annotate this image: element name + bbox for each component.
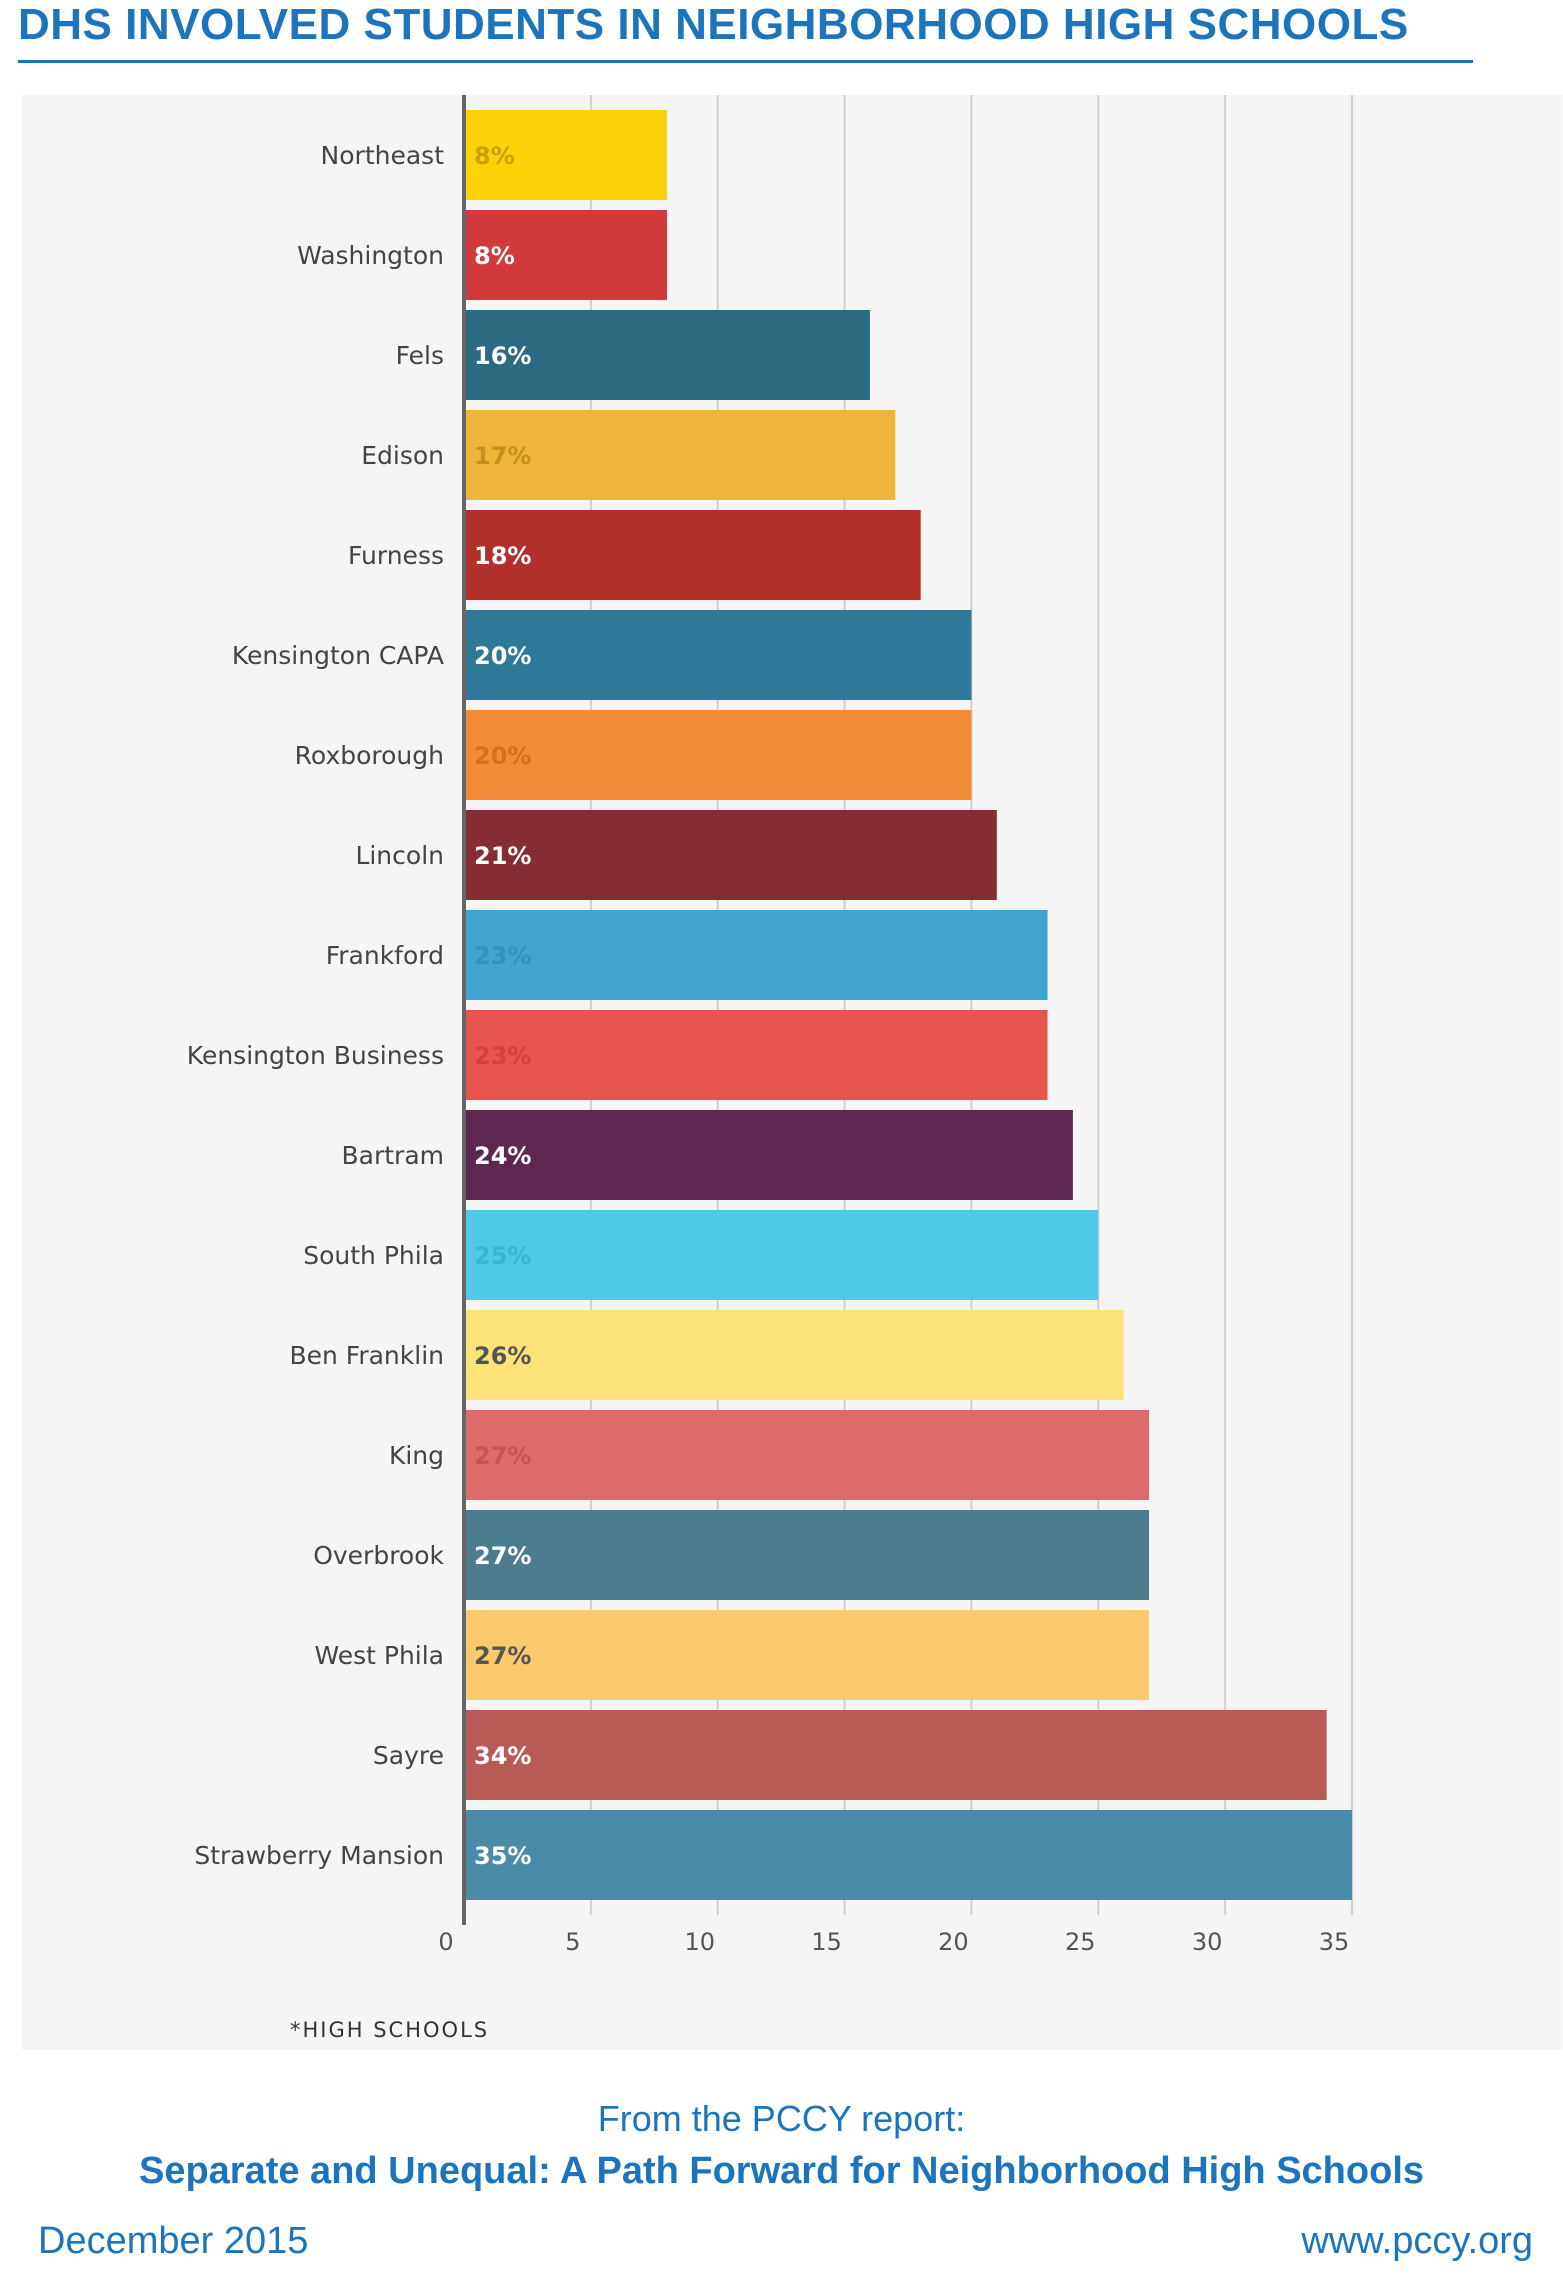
category-label: Frankford (326, 941, 444, 970)
category-label: Overbrook (313, 1541, 444, 1570)
category-label: Furness (348, 541, 444, 570)
bar-edison (464, 410, 896, 500)
bar-roxborough (464, 710, 972, 800)
bar-ben-franklin (464, 1310, 1124, 1400)
report-intro: From the PCCY report: (597, 2098, 966, 2139)
category-label: Ben Franklin (289, 1341, 444, 1370)
data-label: 21% (474, 842, 531, 870)
data-label: 20% (474, 742, 531, 770)
page-title: DHS INVOLVED STUDENTS IN NEIGHBORHOOD HI… (18, 0, 1409, 49)
data-label: 17% (474, 442, 531, 470)
x-tick-label: 20 (938, 1928, 969, 1956)
x-tick-label: 35 (1319, 1928, 1350, 1956)
chart-footnote: *HIGH SCHOOLS (290, 2018, 490, 2042)
bar-overbrook (464, 1510, 1150, 1600)
data-label: 8% (474, 242, 515, 270)
category-label: Washington (297, 241, 444, 270)
data-label: 25% (474, 1242, 531, 1270)
report-date: December 2015 (38, 2220, 309, 2262)
bar-strawberry-mansion (464, 1810, 1352, 1900)
bar-bartram (464, 1110, 1073, 1200)
x-tick-label: 25 (1065, 1928, 1096, 1956)
data-label: 27% (474, 1542, 531, 1570)
bar-south-phila (464, 1210, 1099, 1300)
data-label: 35% (474, 1842, 531, 1870)
title-underline (18, 60, 1473, 63)
category-label: Fels (396, 341, 444, 370)
data-label: 27% (474, 1442, 531, 1470)
bar-lincoln (464, 810, 997, 900)
bar-frankford (464, 910, 1048, 1000)
category-label: Kensington CAPA (232, 641, 444, 670)
bar-furness (464, 510, 921, 600)
data-label: 27% (474, 1642, 531, 1670)
bars: 8% 8% 16% 17% 18% 20% 20% 21% 23% 23% 24% 25% 26% 27%… (464, 110, 1352, 1900)
data-label: 18% (474, 542, 531, 570)
category-label: West Phila (314, 1641, 444, 1670)
data-label: 23% (474, 1042, 531, 1070)
x-tick-label: 10 (684, 1928, 715, 1956)
bar-west-phila (464, 1610, 1150, 1700)
data-label: 26% (474, 1342, 531, 1370)
category-label: King (389, 1441, 444, 1470)
chart-panel: 8% 8% 16% 17% 18% 20% 20% 21% 23% 23% 24% 25% 26% 27%… (22, 95, 1562, 2050)
data-label: 34% (474, 1742, 531, 1770)
x-tick-label: 15 (811, 1928, 842, 1956)
x-tick-label: 0 (438, 1928, 453, 1956)
website-link[interactable]: www.pccy.org (1301, 2220, 1533, 2262)
bar-fels (464, 310, 870, 400)
category-label: Bartram (341, 1141, 444, 1170)
axis: 0 5 10 15 20 25 30 35 Northeast Washington Fels Edi… (187, 95, 1349, 1956)
bar-kensington-capa (464, 610, 972, 700)
category-label: Sayre (373, 1741, 444, 1770)
category-label: Kensington Business (187, 1041, 444, 1070)
data-label: 20% (474, 642, 531, 670)
category-label: Edison (361, 441, 444, 470)
data-label: 23% (474, 942, 531, 970)
data-label: 16% (474, 342, 531, 370)
bar-chart: 8% 8% 16% 17% 18% 20% 20% 21% 23% 23% 24% 25% 26% 27%… (187, 95, 1353, 1956)
category-label: Lincoln (355, 841, 444, 870)
bar-northeast (464, 110, 667, 200)
bar-kensington-business (464, 1010, 1048, 1100)
bar-king (464, 1410, 1150, 1500)
bar-sayre (464, 1710, 1327, 1800)
data-label: 8% (474, 142, 515, 170)
report-title: Separate and Unequal: A Path Forward for… (138, 2150, 1425, 2192)
category-label: Northeast (321, 141, 445, 170)
category-label: South Phila (303, 1241, 444, 1270)
data-label: 24% (474, 1142, 531, 1170)
category-label: Strawberry Mansion (194, 1841, 444, 1870)
x-tick-label: 5 (565, 1928, 580, 1956)
category-label: Roxborough (295, 741, 444, 770)
x-tick-label: 30 (1192, 1928, 1223, 1956)
bar-washington (464, 210, 667, 300)
